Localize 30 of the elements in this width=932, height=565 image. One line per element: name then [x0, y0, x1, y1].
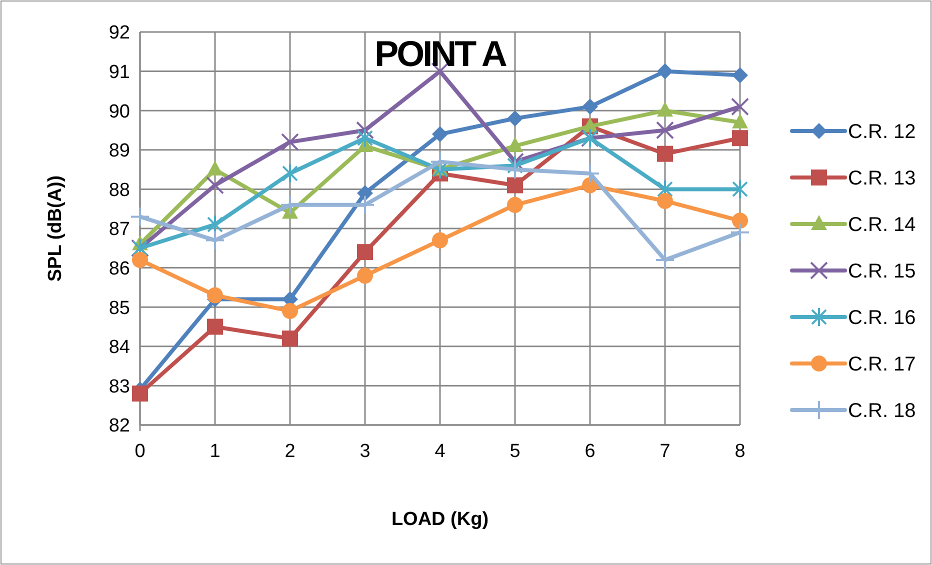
legend-label: C.R. 15 [848, 260, 916, 282]
legend-label: C.R. 13 [848, 168, 916, 190]
x-tick-label: 7 [660, 441, 670, 462]
y-axis-title: SPL (dB(A)) [45, 175, 66, 282]
y-tick-label: 91 [108, 62, 130, 83]
legend-label: C.R. 12 [848, 121, 916, 143]
x-tick-label: 5 [510, 441, 520, 462]
x-tick-label: 0 [134, 441, 146, 462]
y-tick-label: 86 [108, 258, 130, 280]
y-tick-label: 87 [108, 219, 130, 240]
legend-label: C.R. 18 [848, 400, 916, 422]
x-tick-label: 1 [210, 441, 220, 462]
y-tick-label: 83 [108, 376, 130, 398]
y-tick-label: 88 [108, 180, 130, 201]
y-tick-label: 84 [108, 337, 130, 358]
x-tick-label: 2 [284, 441, 296, 462]
x-tick-label: 4 [434, 441, 446, 462]
legend-label: C.R. 17 [848, 354, 916, 376]
x-tick-label: 6 [584, 441, 596, 462]
y-tick-label: 85 [108, 298, 130, 319]
x-tick-label: 8 [734, 441, 746, 462]
y-tick-label: 92 [108, 22, 130, 44]
y-tick-label: 82 [108, 416, 130, 437]
chart-title: POINT A [374, 33, 508, 74]
x-axis-title: LOAD (Kg) [391, 509, 489, 530]
y-tick-label: 90 [108, 101, 130, 122]
y-tick-label: 89 [108, 140, 130, 162]
legend-label: C.R. 14 [848, 214, 916, 236]
x-tick-label: 3 [360, 441, 370, 462]
legend-label: C.R. 16 [848, 307, 916, 329]
